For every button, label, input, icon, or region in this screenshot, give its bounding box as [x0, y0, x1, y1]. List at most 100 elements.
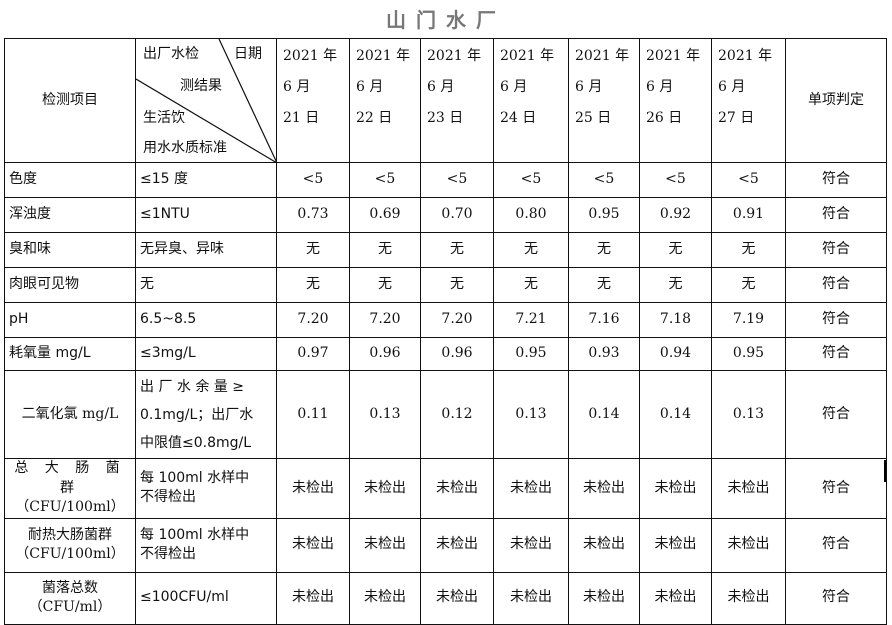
date-part: 6 月 [575, 78, 603, 95]
value-cell: 0.13 [493, 370, 569, 459]
date-part: 6 月 [718, 78, 746, 95]
standard-text: 无异臭、异味 [140, 241, 224, 258]
value-cell: 无 [568, 267, 640, 303]
result-cell: 符合 [785, 162, 887, 198]
value-cell: 0.14 [639, 370, 712, 459]
standard-cell: 每 100ml 水样中 不得检出 [135, 517, 277, 573]
value-cell: 7.18 [639, 302, 712, 338]
value-cell: 无 [568, 232, 640, 268]
value-cell: 未检出 [711, 571, 786, 625]
value-cell: 无 [493, 232, 569, 268]
item-text: 耐热大肠菌群 [28, 526, 112, 543]
header-date: 2021 年 6 月 21 日 [276, 38, 350, 163]
value-cell: 无 [420, 232, 494, 268]
value-cell: 未检出 [493, 458, 569, 519]
value-cell: 7.21 [493, 302, 569, 338]
item-cell: 浑浊度 [4, 197, 136, 233]
date-part: 26 日 [646, 109, 683, 126]
date-part: 21 日 [283, 109, 320, 126]
value-cell: 0.95 [568, 197, 640, 233]
standard-text: 每 100ml 水样中 [140, 526, 250, 543]
date-part: 24 日 [500, 109, 537, 126]
value-cell: 0.13 [349, 370, 421, 459]
value-cell: 0.95 [711, 337, 786, 371]
value-cell: 无 [349, 267, 421, 303]
standard-text: 无 [140, 276, 154, 293]
value-cell: <5 [568, 162, 640, 198]
item-text: （CFU/100ml） [15, 499, 125, 516]
date-part: 6 月 [427, 78, 455, 95]
standard-text: 6.5~8.5 [140, 311, 197, 328]
item-text: 肉眼可见物 [9, 276, 79, 293]
table-row: 臭和味 无异臭、异味无无无无无无无符合 [4, 232, 887, 268]
diag-top-left: 出厂水检 [143, 46, 199, 62]
value-cell: 未检出 [420, 571, 494, 625]
table-row: pH 6.5~8.5 7.20 7.20 7.20 7.21 7.16 7.18 7.19 符合 [4, 302, 887, 338]
value-cell: 无 [711, 232, 786, 268]
date-part: 27 日 [718, 109, 755, 126]
value-cell: 未检出 [276, 458, 350, 519]
standard-text: 每 100ml 水样中 [140, 469, 250, 486]
item-cell: pH [4, 302, 136, 338]
value-cell: 未检出 [568, 571, 640, 625]
value-cell: 未检出 [639, 571, 712, 625]
value-cell: 未检出 [349, 517, 421, 573]
table-row: 耗氧量 mg/L ≤3mg/L 0.97 0.96 0.96 0.95 0.93 0.94 0.… [4, 337, 887, 371]
value-cell: <5 [493, 162, 569, 198]
table-row: 肉眼可见物无无无无无无无无符合 [4, 267, 887, 303]
item-cell: 臭和味 [4, 232, 136, 268]
standard-cell: ≤3mg/L [135, 337, 277, 371]
result-cell: 符合 [785, 571, 887, 625]
value-cell: 0.95 [493, 337, 569, 371]
value-cell: 0.96 [420, 337, 494, 371]
standard-cell: 出 厂 水 余 量 ≥ 0.1mg/L；出厂水 中限值≤0.8mg/L [135, 370, 277, 459]
value-cell: 未检出 [420, 517, 494, 573]
standard-cell: 6.5~8.5 [135, 302, 277, 338]
result-cell: 符合 [785, 267, 887, 303]
value-cell: 无 [349, 232, 421, 268]
value-cell: 0.94 [639, 337, 712, 371]
value-cell: 0.14 [568, 370, 640, 459]
header-date: 2021 年 6 月 27 日 [711, 38, 786, 163]
value-cell: 未检出 [711, 458, 786, 519]
item-text: 耗氧量 mg/L [9, 345, 91, 362]
date-part: 2021 年 [500, 48, 555, 64]
value-cell: 0.69 [349, 197, 421, 233]
value-cell: 无 [276, 232, 350, 268]
item-cell: 二氧化氯 mg/L [4, 370, 136, 459]
value-cell: 未检出 [349, 458, 421, 519]
value-cell: 0.92 [639, 197, 712, 233]
item-cell: 总 大 肠 菌 群 （CFU/100ml） [4, 458, 136, 519]
table-row: 浑浊度 ≤1NTU 0.73 0.69 0.70 0.80 0.95 0.92 0.91 符合 [4, 197, 887, 233]
value-cell: 无 [639, 267, 712, 303]
value-cell: 7.20 [420, 302, 494, 338]
value-cell: 未检出 [711, 517, 786, 573]
result-cell: 符合 [785, 232, 887, 268]
date-part: 2021 年 [646, 48, 701, 64]
item-text: （CFU/100ml） [15, 546, 125, 563]
item-text: 臭和味 [9, 241, 51, 258]
header-item: 检测项目 [4, 38, 136, 163]
header-diagonal-cell: 出厂水检 日期 测结果 生活饮 用水水质标准 [135, 38, 278, 163]
value-cell: 无 [493, 267, 569, 303]
value-cell: 0.91 [711, 197, 786, 233]
item-text: 二氧化氯 mg/L [21, 405, 119, 422]
value-cell: 0.80 [493, 197, 569, 233]
value-cell: 未检出 [639, 458, 712, 519]
standard-text: 0.1mg/L；出厂水 [140, 406, 254, 423]
value-cell: 无 [639, 232, 712, 268]
value-cell: 未检出 [493, 517, 569, 573]
item-text: 浑浊度 [9, 206, 51, 223]
result-cell: 符合 [785, 197, 887, 233]
table-row: 菌落总数 （CFU/ml） ≤100CFU/ml 未检出 未检出 未检出 未检出 未检出 未检出… [4, 571, 887, 625]
water-quality-table: 检测项目 出厂水检 日期 测结果 生活饮 用水水质标准 2021 年 6 月 21 … [4, 38, 887, 625]
header-date: 2021 年 6 月 26 日 [639, 38, 712, 163]
date-part: 2021 年 [427, 48, 482, 64]
item-text: 总 大 肠 菌 群 [14, 460, 126, 496]
value-cell: 未检出 [276, 571, 350, 625]
date-part: 6 月 [500, 78, 528, 95]
standard-cell: 无异臭、异味 [135, 232, 277, 268]
value-cell: 7.20 [276, 302, 350, 338]
item-cell: 肉眼可见物 [4, 267, 136, 303]
value-cell: 未检出 [420, 458, 494, 519]
